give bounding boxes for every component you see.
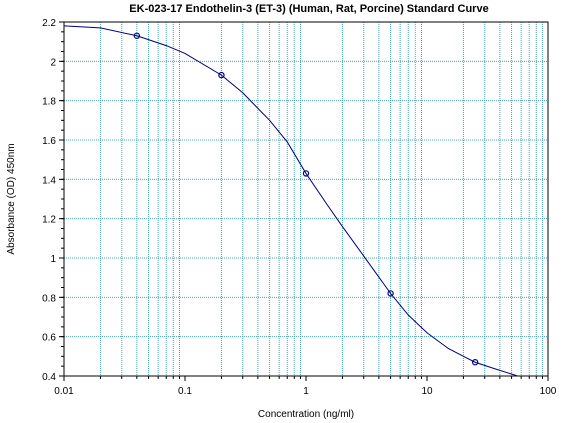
chart-title: EK-023-17 Endothelin-3 (ET-3) (Human, Ra… [129,3,488,15]
y-axis-label: Absorbance (OD) 450nm [6,143,17,254]
grid-lines [64,22,548,376]
x-tick-labels: 0.01 0.1 1 10 100 [54,386,557,397]
x-tick-label: 0.01 [54,386,74,397]
x-tick-label: 1 [303,386,309,397]
y-tick-label: 2.2 [42,18,56,29]
data-points [133,32,479,366]
x-axis-label: Concentration (ng/ml) [258,409,354,420]
y-tick-label: 0.6 [42,333,56,344]
x-tick-label: 0.1 [178,386,192,397]
y-tick-label: 1.2 [42,215,56,226]
axis-ticks [59,21,549,381]
data-point [387,290,394,297]
y-tick-label: 1.4 [42,175,56,186]
y-tick-labels: 0.4 0.6 0.8 1 1.2 1.4 1.6 1.8 2 2.2 [42,18,56,383]
data-point [471,359,479,366]
data-point [133,32,141,39]
data-point [218,71,225,79]
y-tick-label: 0.8 [42,293,56,304]
y-tick-label: 1.6 [42,136,56,147]
y-tick-label: 0.4 [42,372,56,383]
y-tick-label: 1 [50,254,56,265]
fit-curve-line [63,25,518,377]
y-tick-label: 2 [50,57,56,68]
x-tick-label: 10 [421,386,433,397]
y-tick-label: 1.8 [42,97,56,108]
data-point [302,170,310,177]
x-tick-label: 100 [540,386,557,397]
